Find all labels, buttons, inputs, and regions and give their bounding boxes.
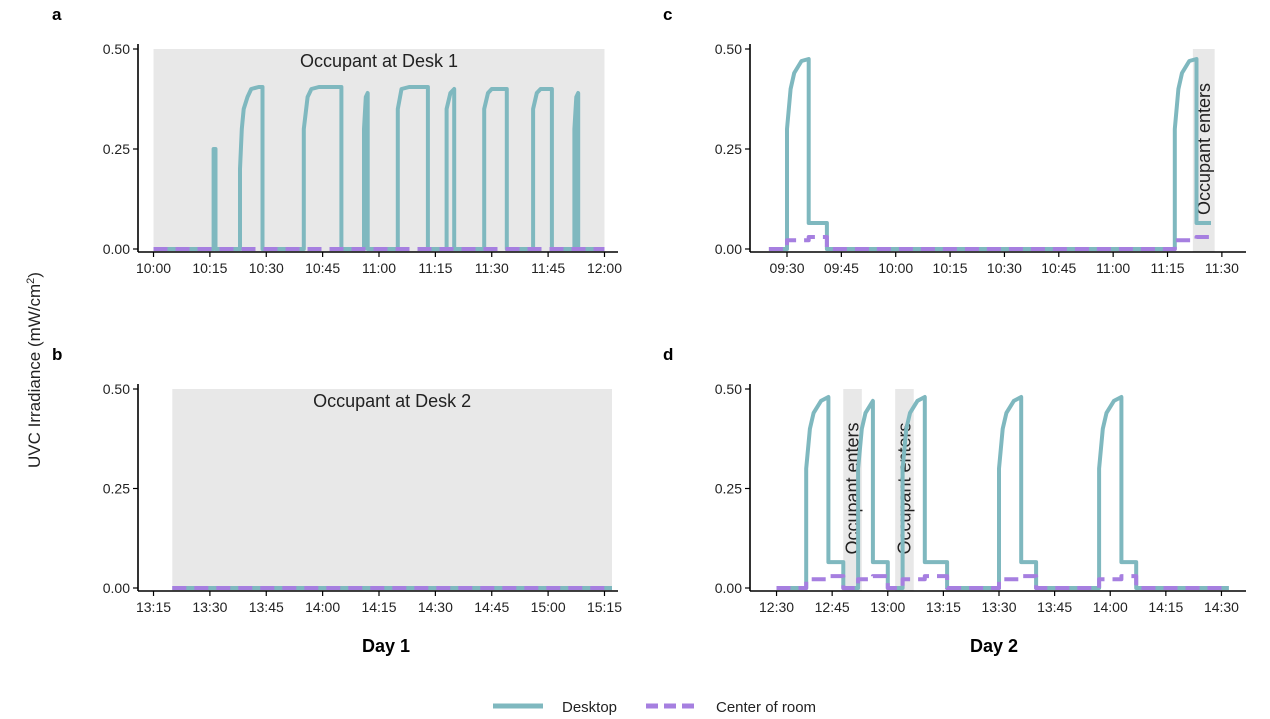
legend-label-center: Center of room: [716, 699, 816, 716]
panel-c: Occupant enters 0.00 0.25 0.50 09:30 09:45 10:…: [715, 41, 1246, 276]
shaded-region-label: Occupant at Desk 1: [300, 51, 458, 71]
x-tick-label: 15:00: [531, 599, 566, 615]
y-tick-label: 0.50: [103, 381, 130, 397]
y-tick-label: 0.25: [103, 141, 130, 157]
x-tick-label: 15:15: [587, 599, 622, 615]
x-tick-label: 10:00: [878, 260, 913, 276]
series-desktop: [776, 395, 1229, 590]
x-tick-label: 13:00: [870, 599, 905, 615]
x-tick-label: 13:45: [249, 599, 284, 615]
y-axis-title-prefix: UVC Irradiance (mW/cm: [25, 284, 44, 468]
y-axis-title: UVC Irradiance (mW/cm2): [25, 272, 44, 468]
x-tick-label: 13:15: [926, 599, 961, 615]
y-tick-label: 0.00: [715, 580, 742, 596]
x-tick-label: 14:30: [1204, 599, 1239, 615]
x-tick-label: 10:45: [305, 260, 340, 276]
x-tick-label: 11:30: [475, 260, 509, 276]
x-tick-label: 14:15: [361, 599, 396, 615]
shaded-region-label: Occupant at Desk 2: [313, 391, 471, 411]
series-desktop: [153, 85, 605, 251]
panel-b: Occupant at Desk 2 0.00 0.25 0.50 13:15 13:30…: [103, 381, 622, 615]
y-tick-label: 0.00: [103, 241, 130, 257]
x-tick-label: 09:45: [824, 260, 859, 276]
x-tick-label: 14:00: [1093, 599, 1128, 615]
x-tick-label: 12:30: [759, 599, 794, 615]
x-tick-label: 13:30: [981, 599, 1016, 615]
x-tick-label: 14:00: [305, 599, 340, 615]
y-tick-label: 0.00: [103, 580, 130, 596]
y-tick-label: 0.25: [715, 481, 742, 497]
series-desktop: [768, 57, 1211, 251]
y-axis-title-superscript: 2: [25, 278, 37, 284]
x-axis-title-day2: Day 2: [970, 636, 1018, 656]
x-tick-label: 13:30: [192, 599, 227, 615]
x-tick-label: 14:45: [474, 599, 509, 615]
x-tick-label: 10:00: [136, 260, 171, 276]
panel-label-d: d: [663, 345, 673, 364]
x-tick-label: 09:30: [769, 260, 804, 276]
y-axis-title-suffix: ): [25, 272, 44, 278]
legend-label-desktop: Desktop: [562, 699, 617, 716]
x-tick-label: 10:30: [249, 260, 284, 276]
x-tick-label: 10:15: [933, 260, 968, 276]
x-tick-label: 11:45: [531, 260, 565, 276]
y-tick-label: 0.25: [103, 481, 130, 497]
y-tick-label: 0.25: [715, 141, 742, 157]
x-tick-label: 11:00: [1096, 260, 1130, 276]
legend: Desktop Center of room: [493, 699, 816, 716]
shaded-region-label: Occupant enters: [1194, 83, 1214, 215]
panel-label-a: a: [52, 5, 62, 24]
y-tick-label: 0.00: [715, 241, 742, 257]
panel-label-c: c: [663, 5, 672, 24]
x-tick-label: 10:30: [987, 260, 1022, 276]
panel-label-b: b: [52, 345, 62, 364]
shaded-region: [153, 49, 605, 252]
x-tick-label: 11:15: [1151, 260, 1185, 276]
x-tick-label: 11:00: [362, 260, 396, 276]
x-axis-title-day1: Day 1: [362, 636, 410, 656]
x-tick-label: 14:30: [418, 599, 453, 615]
series-center-of-room: [768, 235, 1211, 251]
x-tick-label: 11:30: [1205, 260, 1239, 276]
x-tick-label: 12:45: [815, 599, 850, 615]
y-tick-label: 0.50: [103, 41, 130, 57]
x-tick-label: 11:15: [418, 260, 452, 276]
panel-d: Occupant enters Occupant enters0.000.250.…: [715, 381, 1246, 615]
series-center-of-room: [776, 574, 1229, 590]
y-tick-label: 0.50: [715, 381, 742, 397]
y-tick-label: 0.50: [715, 41, 742, 57]
x-tick-label: 13:15: [136, 599, 171, 615]
x-tick-label: 13:45: [1037, 599, 1072, 615]
x-tick-label: 10:45: [1041, 260, 1076, 276]
panel-a: Occupant at Desk 1 0.00 0.25 0.50 10:00 10:15…: [103, 41, 622, 276]
x-tick-label: 14:15: [1148, 599, 1183, 615]
x-tick-label: 12:00: [587, 260, 622, 276]
shaded-region: [172, 389, 612, 591]
x-tick-label: 10:15: [192, 260, 227, 276]
